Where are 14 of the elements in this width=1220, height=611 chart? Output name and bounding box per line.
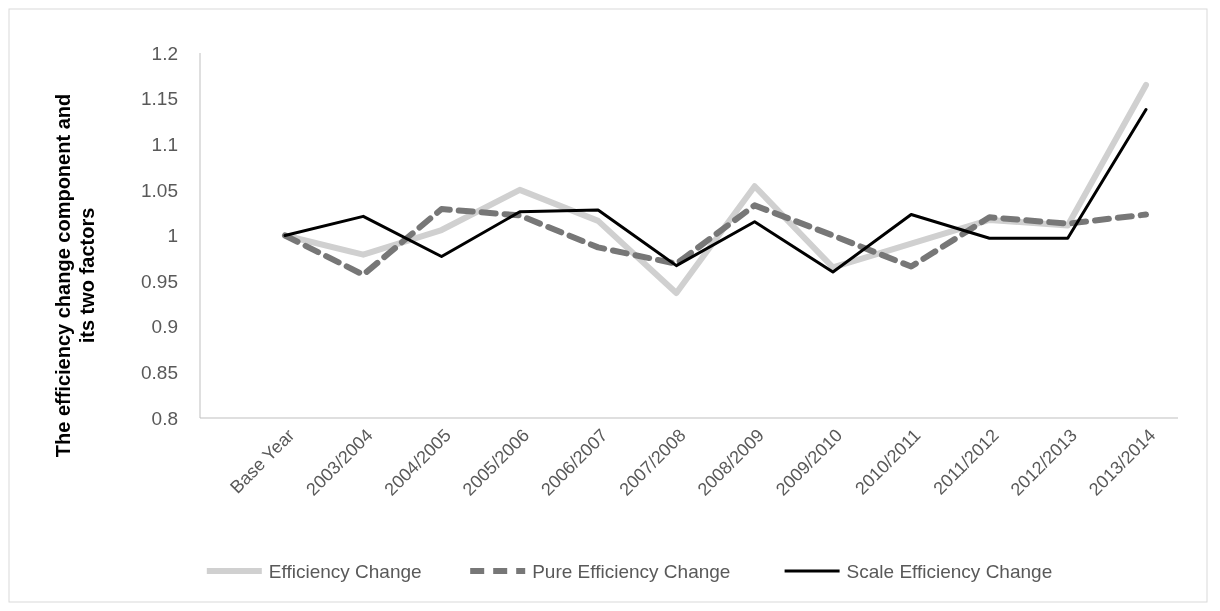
legend-label: Scale Efficiency Change [846,560,1053,582]
y-axis-title: The efficiency change component and its two factors [52,93,98,458]
y-tick-label: 1.2 [151,42,178,64]
y-tick-label: 0.8 [151,407,178,429]
y-tick-label: 1.15 [141,88,178,110]
legend-label: Efficiency Change [268,560,422,582]
y-tick-label: 0.95 [141,270,178,292]
y-tick-label: 1 [167,225,178,247]
y-tick-label: 1.1 [151,133,178,155]
y-tick-label: 0.9 [151,316,178,338]
y-tick-label: 1.05 [141,179,178,201]
legend-label: Pure Efficiency Change [532,560,731,582]
y-tick-label: 0.85 [141,362,178,384]
line-series [283,108,1148,274]
